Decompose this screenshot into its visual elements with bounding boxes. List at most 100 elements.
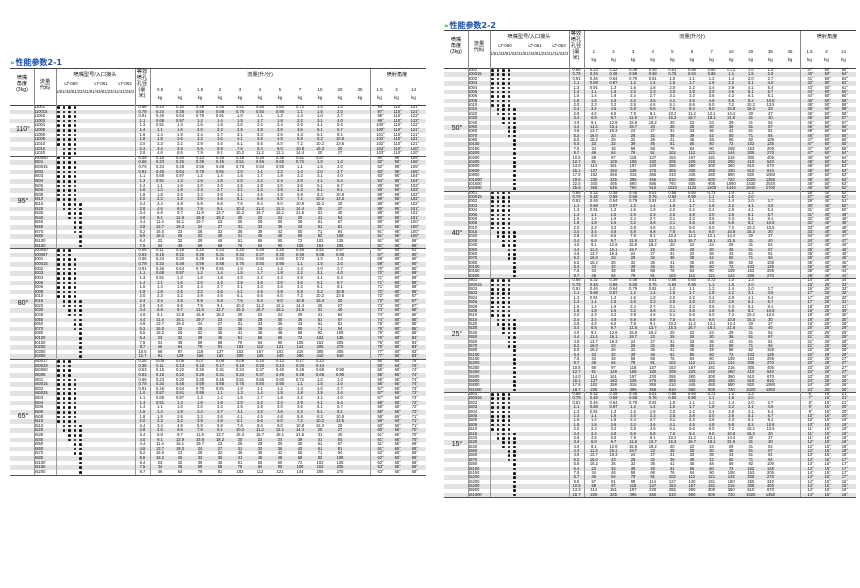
availability-dot-icon <box>79 466 82 469</box>
flow-value: 36 <box>650 259 655 265</box>
flow-values: 8.7 46 64 79 91 102 112 121 144 205 270 <box>569 273 800 279</box>
flow-value: 3.1 <box>669 303 676 309</box>
spray-angle-value: 58° <box>377 404 384 410</box>
spray-angle-value: 76° <box>377 339 384 345</box>
flow-value: 230 <box>590 386 598 392</box>
flow-value: 240 <box>276 353 284 359</box>
flow-value: 1.5 <box>317 164 323 170</box>
flow-value: 8.4 <box>257 201 263 206</box>
flow-value: 3.1 <box>747 404 754 410</box>
orifice-value: 2.8 <box>573 434 580 440</box>
flow-value: 0.79 <box>629 198 638 204</box>
header-angle-pressure: 1.5 <box>376 87 383 92</box>
availability-dot-icon <box>507 458 511 462</box>
flow-value: 4.8 <box>277 136 283 142</box>
flow-value: 1.9 <box>177 284 183 290</box>
flow-values: 1.8 1.8 2.6 3.2 3.6 4.1 4.5 4.8 5.8 8.2 10.8 <box>135 289 370 295</box>
flow-value: 0.46 <box>216 376 224 382</box>
flow-code: 1502 <box>468 399 478 405</box>
flow-value: 1.2 <box>630 404 636 410</box>
spray-angle-value: 72° <box>411 399 418 405</box>
flow-code: 4060 <box>468 250 478 256</box>
spray-angle-value: 50° <box>824 154 831 160</box>
availability-dot-icon <box>62 161 66 165</box>
flow-values: 7.5 34 48 59 68 76 84 90 108 153 205 <box>135 465 370 470</box>
spray-angle-value: 110° <box>393 136 402 142</box>
flow-value: 2.7 <box>649 93 656 99</box>
availability-dot-icon <box>491 296 494 300</box>
flow-value: 135 <box>336 459 344 465</box>
spray-angle-value: 70° <box>377 270 384 276</box>
table-row: 5080 5.5 18.2 26 32 36 41 45 48 58 82 108 47° 50° 55° <box>444 137 856 143</box>
spray-angle-value: 26° <box>841 382 848 388</box>
spray-angles: 13° 15° 17° <box>802 466 854 472</box>
flow-value: 0.91 <box>156 177 164 183</box>
flow-value: 2.0 <box>669 408 676 414</box>
flow-value: 0.68 <box>316 251 324 257</box>
spray-angle-value: 74° <box>411 371 418 377</box>
flow-value: 32 <box>217 450 223 456</box>
flow-value: 64 <box>177 468 183 474</box>
flow-value: 15.3 <box>236 307 244 313</box>
flow-value: 4.0 <box>767 202 774 208</box>
flow-value: 15.3 <box>316 298 324 304</box>
flow-value: 1.2 <box>197 270 203 276</box>
spray-angle-value: 25° <box>824 299 831 305</box>
flow-value: 410 <box>316 353 324 359</box>
flow-value: 68 <box>217 242 223 248</box>
flow-value: 14.4 <box>727 434 736 440</box>
flow-value: 45 <box>257 330 263 336</box>
flow-value: 59 <box>630 268 636 274</box>
flow-code: 6503 <box>34 395 44 401</box>
flow-value: 1.4 <box>217 173 223 179</box>
flow-value: 81 <box>768 250 773 256</box>
table-row: 1506 1.6 1.4 1.9 2.4 2.7 3.1 3.3 3.6 4.3 6.1 8.1 10°… <box>444 418 856 423</box>
table-row: 650017 0.26 0.05 0.06 0.07 0.08 0.09 0.10 0.12 0.… <box>10 358 426 364</box>
flow-value: 8.1 <box>337 284 343 290</box>
spray-angles: 47° 50° 54° <box>802 151 854 156</box>
flow-value: 1.7 <box>689 290 695 296</box>
flow-value: 76 <box>237 464 243 470</box>
availability-dot-icon <box>513 143 516 147</box>
spray-angle-value: 59° <box>377 418 384 424</box>
flow-value: 0.40 <box>276 371 284 377</box>
flow-value: 7.2 <box>728 224 735 230</box>
flow-value: 0.68 <box>216 261 224 267</box>
flow-value: 10.2 <box>746 224 755 230</box>
flow-code: 8050 <box>34 316 44 322</box>
spray-angle-value: 99° <box>377 117 384 123</box>
flow-value: 90 <box>709 268 714 274</box>
flow-value: 34 <box>157 464 163 470</box>
flow-value: 15.3 <box>746 229 755 235</box>
spray-angle-value: 88° <box>377 191 384 197</box>
orifice-value: 2.0 <box>139 196 146 202</box>
availability-dot-icon <box>62 300 66 303</box>
spray-angle-value: 40° <box>824 268 831 274</box>
flow-values: 2.4 3.4 4.8 5.9 6.8 7.6 8.4 9.0 10.8 15.3 20 <box>569 317 800 323</box>
flow-value: 41 <box>670 259 675 265</box>
availability-dot-icon <box>507 217 511 221</box>
orifice-value: 5.5 <box>139 330 146 336</box>
flow-value: 21.6 <box>727 237 736 243</box>
orifice-value: 1.4 <box>139 127 146 133</box>
availability-dot-icon <box>502 301 505 304</box>
table-row: 6560 4.8 13.7 19.3 24 27 31 33 36 43 61 81 61° 65° 69° <box>10 446 426 452</box>
flow-code: 1520 <box>468 434 478 440</box>
table-row: 8030 3.4 6.8 9.7 11.8 13.7 15.3 16.7 18.1 21.6 31 4… <box>10 308 426 313</box>
flow-value: 137 <box>216 348 224 354</box>
table-row: 2510 2.0 2.3 3.2 3.9 4.6 5.1 5.6 6.0 7.2 10.2 13.5 1… <box>444 313 856 318</box>
spray-angle-value: 71° <box>377 284 384 290</box>
flow-value: 27 <box>217 321 223 327</box>
table-row: 1503 1.1 0.68 0.97 1.2 1.4 1.5 1.7 1.8 2.2 3.1 4.0 9… <box>444 405 856 410</box>
flow-value: 0.34 <box>236 371 244 377</box>
flow-value: 0.76 <box>648 395 657 401</box>
orifice-value: 8.7 <box>139 344 146 350</box>
flow-values: 0.91 0.46 0.64 0.79 0.91 1.0 1.1 1.2 1.4 2.0 2.7 <box>569 286 800 292</box>
availability-dot-icon <box>79 438 82 442</box>
spray-angles: 12° 15° 18° <box>802 444 854 450</box>
flow-values: 0.38 0.11 0.13 0.15 0.17 0.18 0.20 0.24 0.34 0.44 <box>135 363 370 369</box>
flow-value: 10.8 <box>766 97 775 103</box>
flow-value: 0.84 <box>256 164 264 170</box>
flow-value: 4.8 <box>177 201 183 206</box>
spray-angle-value: 56° <box>377 376 384 382</box>
